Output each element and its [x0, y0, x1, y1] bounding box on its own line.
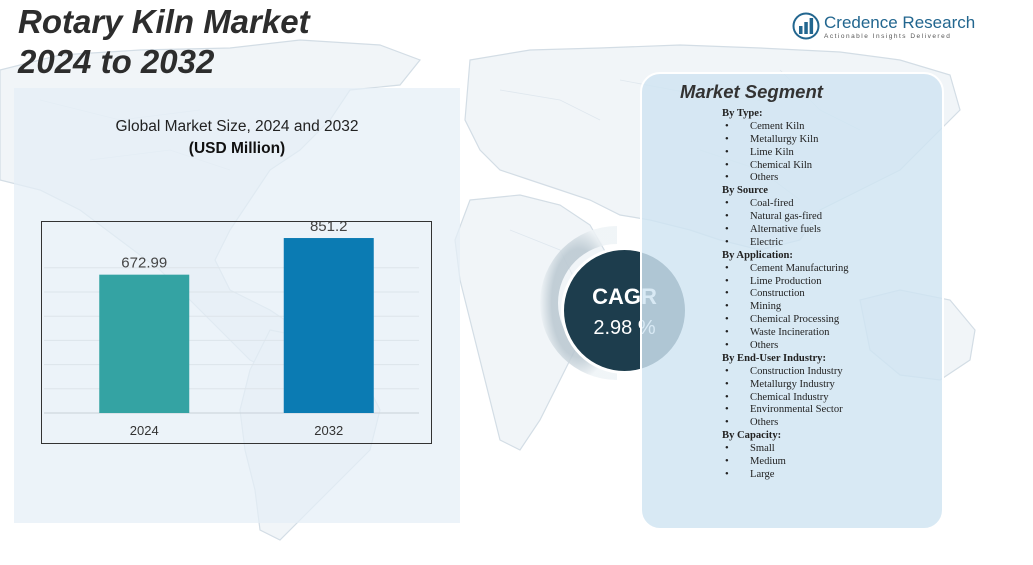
- segment-item: Chemical Kiln: [722, 160, 849, 173]
- segment-item: Medium: [722, 456, 849, 469]
- segment-items: SmallMediumLarge: [722, 443, 849, 482]
- segment-group: By Type: Cement KilnMetallurgy KilnLime K…: [722, 108, 849, 185]
- brand-tagline: Actionable Insights Delivered: [824, 33, 952, 40]
- segment-items: Coal-firedNatural gas-firedAlternative f…: [722, 198, 849, 250]
- cagr-ring-decoration: [540, 226, 617, 380]
- segment-item: Cement Manufacturing: [722, 263, 849, 276]
- segment-items: Cement ManufacturingLime ProductionConst…: [722, 263, 849, 353]
- brand-name: Credence Research: [824, 13, 976, 32]
- x-tick-label: 2032: [314, 423, 343, 438]
- segment-item: Lime Kiln: [722, 147, 849, 160]
- segment-item: Mining: [722, 301, 849, 314]
- segment-items: Construction IndustryMetallurgy Industry…: [722, 366, 849, 430]
- segment-item: Others: [722, 340, 849, 353]
- chart-heading: Global Market Size, 2024 and 2032: [115, 118, 359, 135]
- page-title-line-1: Rotary Kiln Market: [18, 3, 310, 40]
- market-segment-list: By Type: Cement KilnMetallurgy KilnLime K…: [722, 108, 849, 482]
- market-segment-title: Market Segment: [680, 81, 823, 102]
- segment-item: Lime Production: [722, 276, 849, 289]
- segment-item: Chemical Processing: [722, 314, 849, 327]
- segment-group: By Application: Cement ManufacturingLime …: [722, 250, 849, 353]
- bar-value-label: 672.99: [121, 255, 167, 272]
- segment-item: Metallurgy Kiln: [722, 134, 849, 147]
- chart-panel: Global Market Size, 2024 and 2032 (USD M…: [14, 88, 460, 523]
- segment-item: Construction Industry: [722, 366, 849, 379]
- segment-item: Waste Incineration: [722, 327, 849, 340]
- segment-item: Cement Kiln: [722, 121, 849, 134]
- segment-item: Alternative fuels: [722, 224, 849, 237]
- market-segment-panel: Market Segment By Type:Cement KilnMetall…: [640, 72, 944, 530]
- segment-item: Metallurgy Industry: [722, 379, 849, 392]
- segment-heading: By End-User Industry:: [722, 352, 826, 364]
- bar-chart: 672.99 2024 851.2 2032: [41, 218, 432, 444]
- segment-item: Small: [722, 443, 849, 456]
- segment-item: Construction: [722, 288, 849, 301]
- segment-group: By Capacity:SmallMediumLarge: [722, 430, 849, 482]
- segment-item: Chemical Industry: [722, 392, 849, 405]
- segment-item: Others: [722, 172, 849, 185]
- segment-heading: By Source: [722, 185, 769, 197]
- segment-item: Large: [722, 469, 849, 482]
- segment-item: Natural gas-fired: [722, 211, 849, 224]
- page-title-line-2: 2024 to 2032: [18, 43, 215, 80]
- brand-logo: Credence Research Actionable Insights De…: [792, 12, 976, 46]
- segment-item: Electric: [722, 237, 849, 250]
- bar-2032: [283, 238, 374, 413]
- bar-value-label: 851.2: [310, 218, 348, 235]
- segment-item: Others: [722, 417, 849, 430]
- credence-logo-icon: [792, 12, 820, 40]
- segment-heading: By Type:: [722, 108, 763, 119]
- segment-group: By End-User Industry: Construction Indust…: [722, 353, 849, 430]
- page-title: Rotary Kiln Market 2024 to 2032: [18, 2, 310, 82]
- segment-item: Coal-fired: [722, 198, 849, 211]
- segment-items: Cement KilnMetallurgy KilnLime KilnChemi…: [722, 121, 849, 185]
- x-tick-label: 2024: [130, 423, 159, 438]
- chart-unit: (USD Million): [188, 140, 286, 157]
- segment-item: Environmental Sector: [722, 404, 849, 417]
- segment-heading: By Application:: [722, 249, 793, 261]
- chart-frame: [41, 221, 432, 444]
- bar-2024: [99, 274, 190, 413]
- segment-group: By SourceCoal-firedNatural gas-firedAlte…: [722, 185, 849, 249]
- chart-bars: 672.99 2024 851.2 2032: [99, 218, 374, 438]
- segment-heading: By Capacity:: [722, 430, 782, 442]
